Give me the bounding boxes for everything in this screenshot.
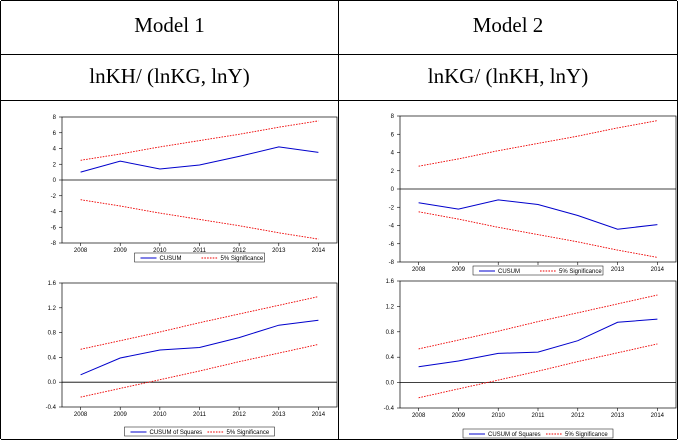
y-tick-label: 8 [53, 115, 57, 121]
y-tick-label: 4 [53, 147, 57, 153]
y-tick-label: 1.2 [48, 306, 57, 312]
x-tick-label: 2010 [153, 248, 167, 254]
legend-box [134, 252, 265, 263]
series-line-significance-bound [80, 296, 319, 350]
x-tick-label: 2013 [611, 413, 625, 419]
model-2-title: Model 2 [472, 13, 544, 37]
plot-frame [399, 115, 677, 263]
legend-label-main: CUSUM [160, 256, 182, 262]
table-divider-vertical [338, 1, 339, 439]
y-tick-label: 4 [391, 151, 395, 157]
legend-box [462, 428, 614, 439]
series-line-significance-bound [80, 343, 319, 398]
x-tick-label: 2011 [193, 248, 207, 254]
x-tick-label: 2008 [412, 267, 426, 273]
x-tick-label: 2012 [232, 412, 246, 418]
series-line-main [80, 146, 319, 173]
plot-frame [61, 116, 338, 244]
y-tick-label: 2 [391, 169, 395, 175]
series-line-main [418, 199, 658, 230]
legend-box [472, 265, 604, 276]
x-tick-label: 2014 [312, 248, 326, 254]
y-tick-label: 6 [53, 131, 57, 137]
series-line-significance-bound [418, 211, 658, 258]
x-tick-label: 2008 [74, 412, 88, 418]
y-tick-label: 0.4 [386, 355, 395, 361]
x-tick-label: 2010 [492, 413, 506, 419]
y-tick-label: 0.0 [48, 380, 57, 386]
series-line-significance-bound [418, 343, 658, 399]
legend-label-significance: 5% Significance [221, 256, 264, 262]
model-2-equation: lnKG/ (lnKH, lnY) [427, 64, 589, 88]
x-tick-label: 2012 [232, 248, 246, 254]
y-tick-label: 2 [53, 162, 57, 168]
x-tick-label: 2008 [74, 248, 88, 254]
x-tick-label: 2010 [153, 412, 167, 418]
series-line-significance-bound [80, 199, 319, 240]
plot-frame [399, 280, 677, 409]
y-tick-label: 0.8 [48, 331, 57, 337]
x-tick-label: 2013 [272, 412, 286, 418]
x-tick-label: 2008 [412, 413, 426, 419]
x-tick-label: 2012 [571, 413, 585, 419]
series-line-main [418, 318, 658, 368]
y-tick-label: 1.2 [386, 304, 395, 310]
y-tick-label: -0.4 [46, 405, 57, 411]
x-tick-label: 2014 [651, 267, 665, 273]
y-tick-label: 8 [391, 114, 395, 120]
y-tick-label: 6 [391, 132, 395, 138]
table-border-top [1, 0, 677, 1]
x-tick-label: 2014 [651, 413, 665, 419]
x-tick-label: 2009 [114, 248, 128, 254]
y-tick-label: -6 [51, 225, 57, 231]
series-line-significance-bound [418, 120, 658, 167]
y-tick-label: -8 [51, 241, 57, 247]
model-1-equation: lnKH/ (lnKG, lnY) [89, 64, 250, 88]
y-tick-label: -2 [51, 194, 57, 200]
x-tick-label: 2009 [452, 413, 466, 419]
series-line-significance-bound [418, 294, 658, 350]
y-tick-label: -8 [389, 260, 395, 266]
table-divider [1, 54, 677, 55]
x-tick-label: 2011 [193, 412, 207, 418]
series-line-main [80, 319, 319, 376]
plot-frame [61, 282, 338, 408]
y-tick-label: 0 [391, 187, 395, 193]
legend-label-main: CUSUM of Squares [488, 432, 541, 438]
y-tick-label: 0.8 [386, 330, 395, 336]
series-line-significance-bound [80, 120, 319, 161]
y-tick-label: -0.4 [384, 406, 395, 412]
x-tick-label: 2014 [312, 412, 326, 418]
legend-label-significance: 5% Significance [565, 432, 608, 438]
table-border-left [0, 1, 1, 439]
x-tick-label: 2009 [114, 412, 128, 418]
legend-box [124, 426, 275, 437]
y-tick-label: 0 [53, 178, 57, 184]
table-divider [1, 100, 677, 101]
legend-label-main: CUSUM [498, 269, 520, 275]
y-tick-label: 1.6 [48, 281, 57, 287]
legend-label-main: CUSUM of Squares [150, 430, 203, 436]
x-tick-label: 2013 [272, 248, 286, 254]
y-tick-label: -6 [389, 242, 395, 248]
legend-label-significance: 5% Significance [227, 430, 270, 436]
y-tick-label: 0.0 [386, 381, 395, 387]
x-tick-label: 2013 [611, 267, 625, 273]
x-tick-label: 2011 [532, 413, 546, 419]
y-tick-label: -2 [389, 205, 395, 211]
model-1-title: Model 1 [134, 13, 205, 37]
y-tick-label: 1.6 [386, 279, 395, 285]
y-tick-label: -4 [389, 224, 395, 230]
x-tick-label: 2009 [452, 267, 466, 273]
legend-label-significance: 5% Significance [559, 269, 602, 275]
y-tick-label: -4 [51, 210, 57, 216]
y-tick-label: 0.4 [48, 355, 57, 361]
